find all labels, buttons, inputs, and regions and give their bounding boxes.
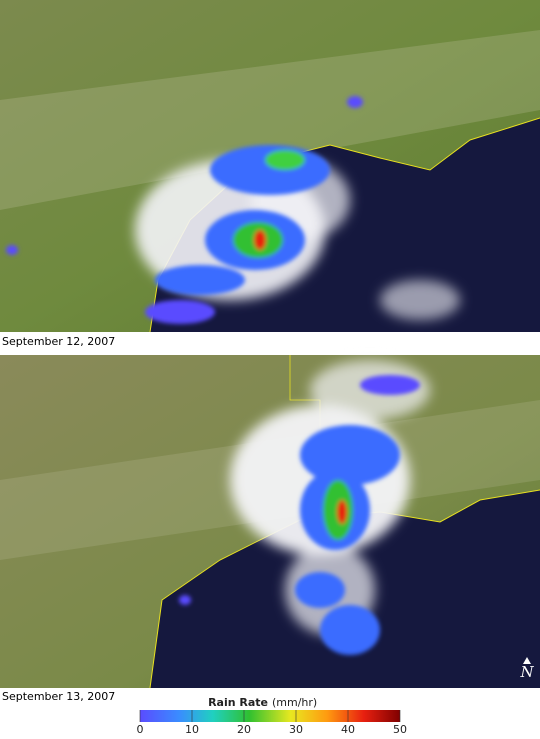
color-bar-tick-label: 10 bbox=[185, 723, 199, 735]
color-bar-tick-label: 40 bbox=[341, 723, 355, 735]
color-bar-tick-label: 0 bbox=[137, 723, 144, 735]
map-panel-2: N bbox=[0, 355, 540, 689]
panel-caption: September 13, 2007 bbox=[2, 690, 115, 703]
map-panel-1 bbox=[0, 0, 540, 333]
color-bar bbox=[140, 710, 400, 722]
legend: Rain Rate (mm/hr) bbox=[140, 696, 400, 722]
north-arrow-label: N bbox=[519, 663, 534, 681]
color-bar-tick-label: 20 bbox=[237, 723, 251, 735]
legend-title: Rain Rate bbox=[208, 696, 268, 709]
panel-caption: September 12, 2007 bbox=[2, 335, 115, 348]
color-bar-tick-label: 50 bbox=[393, 723, 407, 735]
legend-unit: (mm/hr) bbox=[272, 696, 317, 709]
color-bar-tick-label: 30 bbox=[289, 723, 303, 735]
